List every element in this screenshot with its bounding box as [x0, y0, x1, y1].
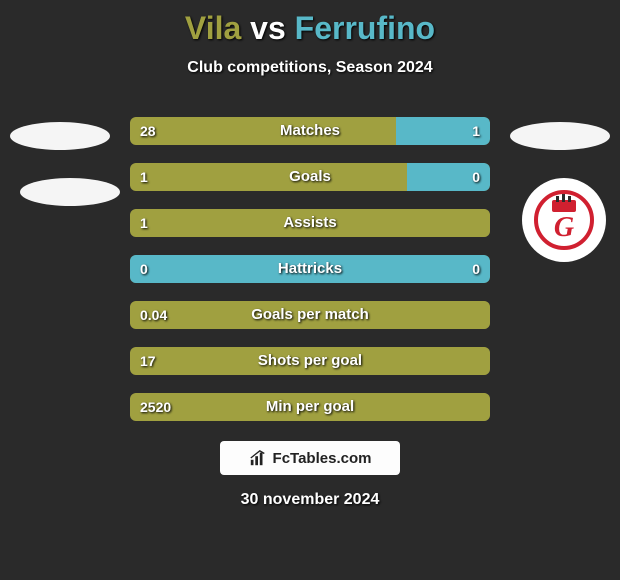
stat-value-left: 1 — [140, 163, 148, 191]
title-left: Vila — [185, 10, 241, 46]
stat-row: Goals1 0 — [130, 163, 490, 191]
site-badge-text: FcTables.com — [273, 450, 372, 467]
svg-text:G: G — [554, 212, 574, 243]
stat-row: Min per goal2520 — [130, 393, 490, 421]
stat-label: Shots per goal — [130, 347, 490, 375]
stat-label: Min per goal — [130, 393, 490, 421]
stat-value-left: 28 — [140, 117, 156, 145]
comparison-title: Vila vs Ferrufino — [0, 0, 620, 47]
stat-value-left: 0 — [140, 255, 148, 283]
stat-label: Hattricks — [130, 255, 490, 283]
stat-value-right: 0 — [472, 163, 480, 191]
stat-row: Goals per match0.04 — [130, 301, 490, 329]
stat-row: Assists1 — [130, 209, 490, 237]
site-badge: FcTables.com — [220, 441, 400, 475]
footer-date: 30 november 2024 — [0, 491, 620, 509]
stat-value-left: 17 — [140, 347, 156, 375]
left-team-logo-2 — [20, 178, 120, 206]
chart-icon — [249, 449, 267, 467]
stat-value-left: 2520 — [140, 393, 171, 421]
stat-value-right: 1 — [472, 117, 480, 145]
stat-row: Hattricks0 0 — [130, 255, 490, 283]
stat-value-left: 0.04 — [140, 301, 167, 329]
right-team-club-badge: G — [522, 178, 606, 262]
stat-label: Assists — [130, 209, 490, 237]
stat-row: Shots per goal17 — [130, 347, 490, 375]
title-right: Ferrufino — [295, 10, 435, 46]
stats-bars: Matches281Goals10Assists1Hattricks00Goal… — [130, 117, 490, 421]
left-team-logo-1 — [10, 122, 110, 150]
stat-label: Goals — [130, 163, 490, 191]
stat-value-right: 0 — [472, 255, 480, 283]
title-vs: vs — [250, 10, 286, 46]
right-team-logo-1 — [510, 122, 610, 150]
subtitle: Club competitions, Season 2024 — [0, 59, 620, 77]
stat-label: Goals per match — [130, 301, 490, 329]
stat-value-left: 1 — [140, 209, 148, 237]
stat-row: Matches28 1 — [130, 117, 490, 145]
stat-label: Matches — [130, 117, 490, 145]
